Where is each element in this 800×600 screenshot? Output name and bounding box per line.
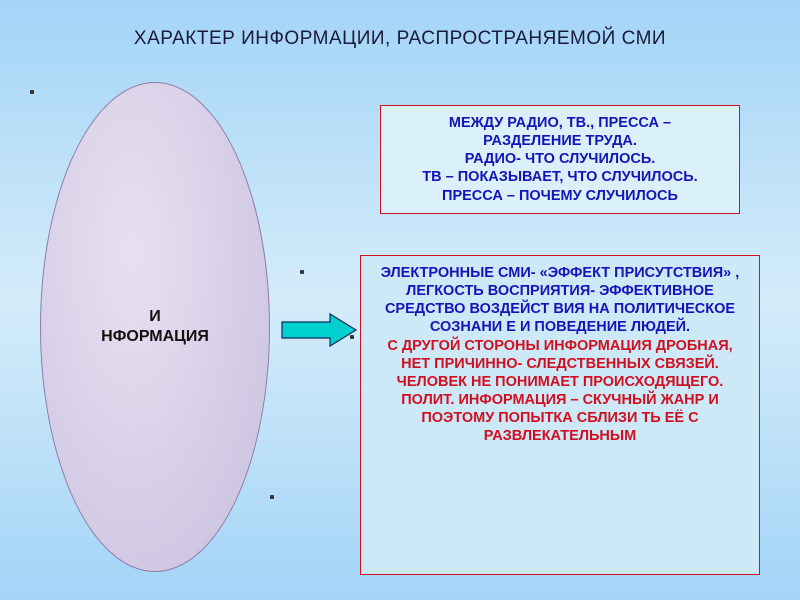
box-media-roles: МЕЖДУ РАДИО, ТВ., ПРЕССА – РАЗДЕЛЕНИЕ ТР…: [380, 105, 740, 214]
dot-icon: [270, 495, 274, 499]
line: ТВ – ПОКАЗЫВАЕТ, ЧТО СЛУЧИЛОСЬ.: [391, 168, 729, 186]
page-title: ХАРАКТЕР ИНФОРМАЦИИ, РАСПРОСТРАНЯЕМОЙ СМ…: [0, 28, 800, 50]
info-ellipse-label: ИНФОРМАЦИЯ: [101, 307, 209, 347]
line: РАЗДЕЛЕНИЕ ТРУДА.: [391, 132, 729, 150]
arrow-icon: [280, 310, 360, 350]
electronic-media-positive: ЭЛЕКТРОННЫЕ СМИ- «ЭФФЕКТ ПРИСУТСТВИЯ» , …: [381, 265, 740, 335]
dot-icon: [350, 335, 354, 339]
dot-icon: [30, 90, 34, 94]
line: МЕЖДУ РАДИО, ТВ., ПРЕССА –: [391, 114, 729, 132]
dot-icon: [300, 270, 304, 274]
line: ПРЕССА – ПОЧЕМУ СЛУЧИЛОСЬ: [391, 187, 729, 205]
info-ellipse: ИНФОРМАЦИЯ: [40, 82, 270, 572]
line: РАДИО- ЧТО СЛУЧИЛОСЬ.: [391, 150, 729, 168]
electronic-media-negative: С ДРУГОЙ СТОРОНЫ ИНФОРМАЦИЯ ДРОБНАЯ, НЕТ…: [387, 338, 732, 445]
box-electronic-media: ЭЛЕКТРОННЫЕ СМИ- «ЭФФЕКТ ПРИСУТСТВИЯ» , …: [360, 255, 760, 575]
